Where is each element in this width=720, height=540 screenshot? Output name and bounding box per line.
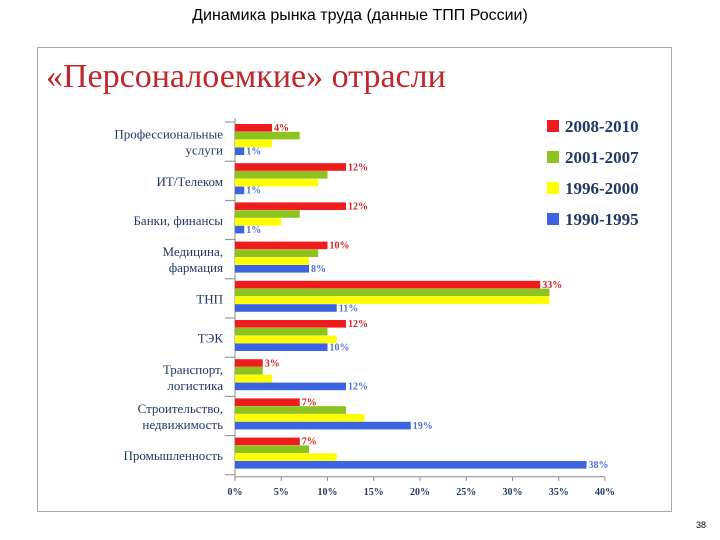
legend-label: 1990-1995 — [565, 210, 639, 229]
category-label: логистика — [167, 378, 223, 393]
bar-2008-2010-4 — [235, 241, 328, 250]
bar-2001-2007-2 — [235, 171, 328, 179]
category-label: Транспорт, — [163, 362, 223, 377]
bar-1990-1995-2 — [235, 186, 245, 195]
data-label: 11% — [339, 303, 358, 314]
bar-1990-1995-3 — [235, 225, 245, 234]
x-tick-label: 0% — [228, 487, 243, 498]
bar-2008-2010-5 — [235, 280, 541, 289]
bar-2001-2007-6 — [235, 327, 328, 336]
bar-1990-1995-4 — [235, 265, 309, 273]
bar-2001-2007-4 — [235, 249, 319, 257]
bar-2008-2010-7 — [235, 359, 263, 367]
legend-swatch — [547, 213, 559, 225]
category-label: Медицина, — [163, 244, 223, 259]
x-tick-label: 5% — [274, 487, 289, 498]
legend-swatch — [547, 120, 559, 132]
x-tick-label: 40% — [595, 487, 615, 498]
data-label: 8% — [311, 264, 326, 275]
category-label: Профессиональные — [114, 127, 223, 142]
bar-2008-2010-2 — [235, 163, 346, 171]
data-label: 1% — [246, 225, 261, 236]
bar-2001-2007-8 — [235, 406, 346, 414]
bar-1990-1995-8 — [235, 421, 411, 430]
bar-1996-2000-8 — [235, 414, 365, 422]
legend-label: 2008-2010 — [565, 117, 639, 136]
data-label: 1% — [246, 147, 261, 158]
x-tick-label: 20% — [410, 487, 430, 498]
category-label: ИТ/Телеком — [156, 174, 223, 189]
data-label: 12% — [348, 319, 368, 330]
chart-frame: «Персоналоемкие» отрасли 4% 1% Профессиона… — [37, 47, 672, 512]
bar-1996-2000-9 — [235, 453, 337, 461]
data-label: 3% — [265, 358, 280, 369]
category-label: ТЭК — [198, 331, 224, 346]
chart-title: «Персоналоемкие» отрасли — [46, 58, 446, 95]
bar-1996-2000-7 — [235, 374, 272, 383]
bar-1996-2000-6 — [235, 335, 337, 344]
data-label: 10% — [330, 343, 350, 354]
legend-swatch — [547, 182, 559, 194]
data-label: 33% — [542, 280, 562, 291]
bar-1996-2000-2 — [235, 178, 319, 187]
data-label: 19% — [413, 421, 433, 432]
legend-label: 1996-2000 — [565, 179, 639, 198]
bar-2008-2010-9 — [235, 437, 300, 446]
bar-1996-2000-3 — [235, 218, 282, 226]
legend-label: 2001-2007 — [565, 148, 639, 167]
x-tick-label: 10% — [318, 487, 338, 498]
data-label: 7% — [302, 398, 317, 409]
data-label: 38% — [589, 460, 609, 471]
legend-swatch — [547, 151, 559, 163]
bar-1990-1995-9 — [235, 461, 587, 469]
bar-2008-2010-3 — [235, 202, 346, 210]
bar-2008-2010-6 — [235, 320, 346, 328]
bar-1996-2000-5 — [235, 296, 550, 304]
bar-1990-1995-7 — [235, 382, 346, 391]
bar-2008-2010-1 — [235, 124, 272, 132]
data-label: 12% — [348, 202, 368, 213]
category-label: Строительство, — [138, 401, 223, 416]
bar-2001-2007-3 — [235, 210, 300, 218]
bar-2001-2007-9 — [235, 445, 309, 453]
bar-1990-1995-1 — [235, 147, 245, 155]
category-label: Банки, финансы — [133, 213, 223, 228]
data-label: 10% — [330, 241, 350, 252]
data-label: 7% — [302, 437, 317, 448]
bar-2001-2007-5 — [235, 288, 550, 297]
bar-1996-2000-1 — [235, 139, 272, 148]
bar-2001-2007-1 — [235, 131, 300, 140]
category-label: услуги — [185, 143, 223, 158]
bar-1990-1995-5 — [235, 304, 337, 312]
category-label: недвижимость — [142, 417, 223, 432]
x-tick-label: 25% — [456, 487, 476, 498]
bar-2008-2010-8 — [235, 398, 300, 406]
page-number: 38 — [695, 520, 706, 530]
category-label: фармация — [169, 260, 223, 275]
data-label: 12% — [348, 382, 368, 393]
category-label: Промышленность — [124, 448, 224, 463]
bar-1990-1995-6 — [235, 343, 328, 351]
slide-title: Динамика рынка труда (данные ТПП России) — [192, 7, 528, 24]
data-label: 12% — [348, 162, 368, 173]
x-tick-label: 35% — [549, 487, 569, 498]
bar-1996-2000-4 — [235, 257, 309, 265]
category-label: ТНП — [196, 291, 223, 306]
x-tick-label: 30% — [503, 487, 523, 498]
data-label: 4% — [274, 123, 289, 134]
bar-2001-2007-7 — [235, 367, 263, 375]
data-label: 1% — [246, 186, 261, 197]
x-tick-label: 15% — [364, 487, 384, 498]
